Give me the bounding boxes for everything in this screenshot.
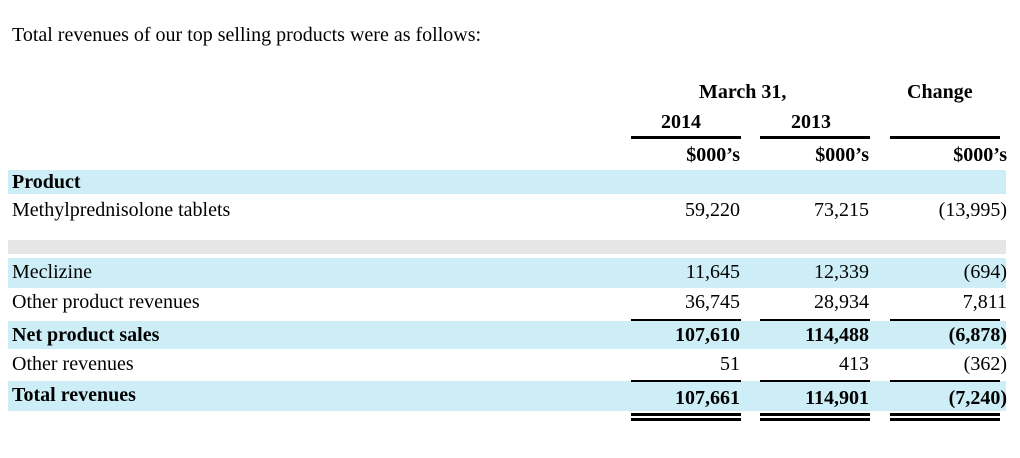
row-value-2013: 413 <box>839 353 869 375</box>
section-label-product: Product <box>12 171 81 193</box>
row-label-other-product-revenues: Other product revenues <box>12 291 200 313</box>
row-value-change: (13,995) <box>938 199 1007 221</box>
row-value-change: (694) <box>963 261 1007 283</box>
total-double-rule-2013-top <box>760 413 870 416</box>
row-value-2014: 107,661 <box>675 387 740 409</box>
period-header: March 31, <box>699 81 787 103</box>
row-value-2014: 51 <box>720 353 740 375</box>
row-value-2013: 114,488 <box>805 324 869 346</box>
total-double-rule-2014-top <box>631 413 741 416</box>
header-rule-2013 <box>760 136 870 139</box>
row-label-meclizine: Meclizine <box>12 261 92 283</box>
row-value-2013: 114,901 <box>805 387 869 409</box>
total-top-rule-2014 <box>631 380 741 382</box>
row-band-total-revenues <box>8 381 1006 411</box>
header-band <box>8 170 1006 194</box>
row-value-2013: 12,339 <box>814 261 869 283</box>
row-value-change: (7,240) <box>948 387 1007 409</box>
row-band-meclizine <box>8 258 1006 288</box>
header-rule-2014 <box>631 136 741 139</box>
total-top-rule-change <box>890 380 1000 382</box>
row-label-other-revenues: Other revenues <box>12 353 134 375</box>
subtotal-rule-2014 <box>631 319 741 321</box>
separator-band <box>8 240 1006 254</box>
change-header: Change <box>907 81 973 103</box>
row-value-2013: 28,934 <box>814 291 869 313</box>
row-label-methylprednisolone: Methylprednisolone tablets <box>12 199 231 221</box>
row-value-2014: 11,645 <box>685 261 740 283</box>
total-top-rule-2013 <box>760 380 870 382</box>
intro-text: Total revenues of our top selling produc… <box>12 24 482 46</box>
year-2014-header: 2014 <box>661 111 701 133</box>
year-2013-header: 2013 <box>791 111 831 133</box>
row-value-change: (362) <box>963 353 1007 375</box>
row-value-2013: 73,215 <box>814 199 869 221</box>
row-label-total-revenues: Total revenues <box>12 384 136 406</box>
row-value-change: (6,878) <box>948 324 1007 346</box>
total-double-rule-change-bottom <box>890 418 1000 421</box>
row-band-net-product-sales <box>8 321 1006 349</box>
unit-header-2013: $000’s <box>815 144 869 166</box>
row-label-net-product-sales: Net product sales <box>12 324 160 346</box>
row-value-2014: 59,220 <box>685 199 740 221</box>
subtotal-rule-change <box>890 319 1000 321</box>
total-double-rule-2014-bottom <box>631 418 741 421</box>
row-value-change: 7,811 <box>962 291 1007 313</box>
header-rule-change <box>890 136 1000 139</box>
row-value-2014: 107,610 <box>675 324 740 346</box>
subtotal-rule-2013 <box>760 319 870 321</box>
row-value-2014: 36,745 <box>685 291 740 313</box>
total-double-rule-2013-bottom <box>760 418 870 421</box>
unit-header-change: $000’s <box>953 144 1007 166</box>
total-double-rule-change-top <box>890 413 1000 416</box>
unit-header-2014: $000’s <box>686 144 740 166</box>
